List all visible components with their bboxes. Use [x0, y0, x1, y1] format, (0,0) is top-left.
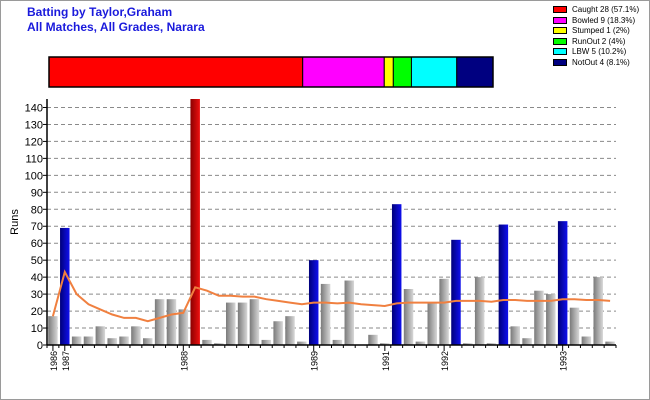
innings-bar [522, 338, 532, 345]
y-tick-label: 140 [25, 102, 43, 114]
innings-bar [344, 280, 355, 345]
innings-bar [261, 339, 272, 345]
season-label: 1991 [381, 351, 391, 371]
chart-title: Batting by Taylor,Graham [27, 5, 173, 19]
innings-bar [285, 316, 295, 345]
y-tick-label: 50 [31, 255, 43, 267]
innings-bar [474, 277, 485, 345]
y-tick-label: 0 [37, 340, 43, 352]
innings-bar [166, 299, 177, 345]
y-tick-label: 90 [31, 187, 43, 199]
legend-swatch [553, 48, 567, 55]
innings-bar [427, 302, 438, 345]
season-label: 1992 [440, 351, 450, 371]
innings-bar [486, 343, 497, 345]
innings-bar [415, 341, 426, 345]
innings-bar [214, 343, 224, 345]
not-out-bar [498, 224, 509, 345]
innings-bar [237, 302, 248, 345]
y-tick-label: 110 [25, 153, 43, 165]
innings-bar [569, 307, 580, 345]
legend-label: Bowled 9 (18.3%) [572, 15, 636, 25]
innings-bar [403, 289, 414, 345]
season-label: 1989 [310, 351, 320, 371]
season-label: 1987 [61, 351, 71, 371]
innings-bar [107, 338, 117, 345]
innings-bar [380, 343, 390, 345]
legend-label: LBW 5 (10.2%) [572, 47, 627, 56]
y-tick-label: 70 [31, 221, 43, 233]
innings-bar [225, 302, 236, 345]
innings-bar [143, 338, 153, 345]
y-tick-label: 30 [31, 289, 43, 301]
season-label: 1993 [559, 351, 569, 371]
chart-subtitle: All Matches, All Grades, Narara [27, 20, 205, 34]
season-label: 1986 [49, 351, 59, 371]
innings-bar [249, 299, 260, 345]
innings-bar [154, 299, 165, 345]
y-axis-title: Runs [9, 209, 21, 235]
legend-swatch [553, 6, 567, 13]
y-tick-label: 80 [31, 204, 43, 216]
legend-label: Stumped 1 (2%) [572, 26, 630, 35]
dismissal-breakdown-bar [48, 56, 494, 88]
innings-bar [332, 339, 343, 345]
highest-score-bar [190, 99, 200, 345]
innings-bar [605, 341, 615, 345]
season-label: 1988 [179, 351, 189, 371]
legend-swatch [553, 27, 567, 34]
y-tick-label: 100 [25, 170, 43, 182]
innings-bar [178, 309, 189, 345]
not-out-bar [60, 227, 70, 345]
y-tick-label: 40 [31, 272, 43, 284]
not-out-bar [451, 239, 461, 345]
innings-bar [202, 339, 212, 345]
innings-bar [593, 277, 603, 345]
innings-bar [297, 341, 307, 345]
innings-bar [83, 336, 94, 345]
innings-bar [320, 283, 331, 345]
average-line [51, 269, 611, 323]
y-tick-label: 120 [25, 136, 43, 148]
innings-bar [439, 278, 449, 345]
innings-bar [463, 343, 473, 345]
legend-label: Caught 28 (57.1%) [572, 5, 640, 14]
y-tick-label: 10 [31, 323, 43, 335]
legend-swatch [553, 58, 567, 66]
innings-bar [273, 321, 283, 345]
y-tick-label: 60 [31, 238, 43, 250]
innings-bar [71, 336, 82, 345]
innings-bar [95, 326, 106, 345]
dismissal-bar-border [48, 56, 494, 88]
legend-label: NotOut 4 (8.1%) [572, 57, 630, 67]
legend-swatch [553, 16, 567, 24]
not-out-bar [391, 204, 402, 345]
innings-bar [534, 290, 544, 345]
innings-bar [510, 326, 520, 345]
innings-bar [368, 334, 378, 345]
not-out-bar [557, 221, 568, 345]
legend-label: RunOut 2 (4%) [572, 36, 626, 46]
innings-bar [581, 336, 592, 345]
y-tick-label: 130 [25, 119, 43, 131]
innings-bar [131, 326, 141, 345]
y-tick-label: 20 [31, 306, 43, 318]
innings-bar [119, 336, 129, 345]
innings-bar [48, 316, 58, 345]
innings-bar [546, 294, 556, 345]
legend-swatch [553, 37, 567, 45]
